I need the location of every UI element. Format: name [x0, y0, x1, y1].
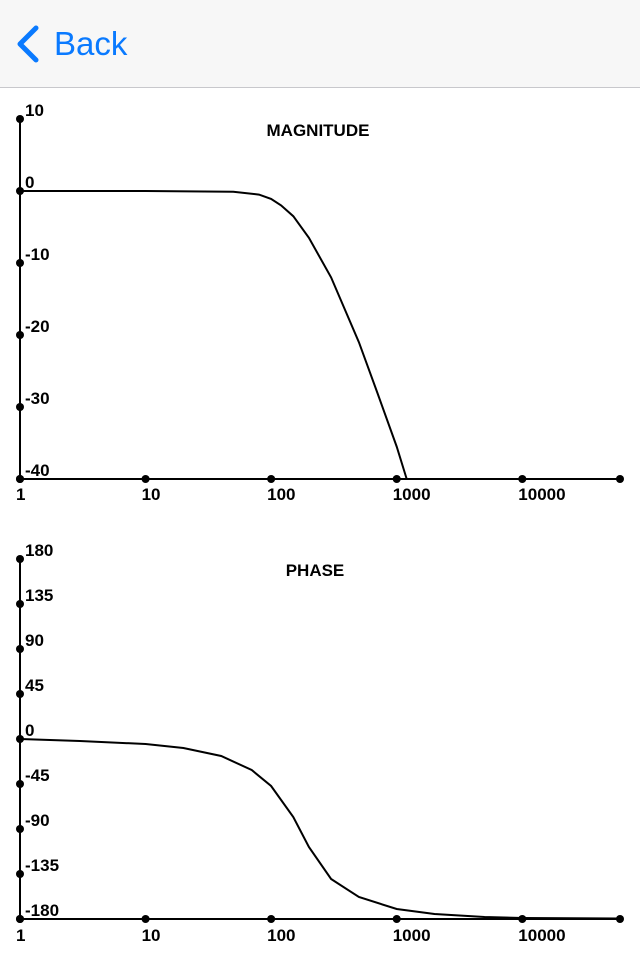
magnitude-x-tick-mark — [392, 475, 401, 483]
phase-curve — [19, 738, 621, 920]
phase-y-tick-label: -180 — [25, 901, 59, 920]
magnitude-y-tick-label: 10 — [25, 101, 44, 120]
magnitude-x-tick-mark — [267, 475, 276, 483]
phase-y-tick-label: 45 — [25, 676, 44, 695]
navigation-bar: Back — [0, 0, 640, 88]
back-label: Back — [54, 25, 128, 62]
magnitude-y-tick-label: -10 — [25, 245, 50, 264]
phase-y-tick-label: 180 — [25, 541, 53, 560]
magnitude-x-tick-label: 100 — [267, 485, 295, 504]
magnitude-y-tick-mark — [16, 259, 24, 267]
phase-y-tick-mark — [16, 690, 24, 698]
magnitude-x-tick-mark — [616, 475, 624, 483]
magnitude-x-tick-mark — [16, 475, 24, 483]
phase-x-tick-label: 1 — [16, 926, 25, 945]
phase-y-tick-mark — [16, 555, 24, 563]
phase-x-tick-label: 100 — [267, 926, 295, 945]
phase-x-tick-mark — [392, 915, 401, 923]
magnitude-y-tick-mark — [16, 331, 24, 339]
phase-x-tick-mark — [267, 915, 276, 923]
magnitude-title: MAGNITUDE — [267, 121, 370, 140]
phase-x-tick-label: 10 — [142, 926, 161, 945]
phase-x-tick-mark — [141, 915, 150, 923]
phase-x-tick-mark — [616, 915, 624, 923]
phase-y-tick-label: -90 — [25, 811, 50, 830]
phase-x-tick-label: 1000 — [393, 926, 431, 945]
magnitude-x-tick-label: 1 — [16, 485, 25, 504]
magnitude-y-tick-mark — [16, 115, 24, 123]
magnitude-y-tick-label: -40 — [25, 461, 50, 480]
chevron-left-icon — [17, 25, 39, 63]
magnitude-x-tick-label: 10000 — [518, 485, 565, 504]
phase-y-tick-mark — [16, 780, 24, 788]
phase-title: PHASE — [286, 561, 345, 580]
phase-y-tick-label: 0 — [25, 721, 34, 740]
phase-y-tick-label: 135 — [25, 586, 53, 605]
phase-x-tick-label: 10000 — [518, 926, 565, 945]
magnitude-x-tick-label: 1000 — [393, 485, 431, 504]
phase-x-tick-mark — [16, 915, 24, 923]
magnitude-x-tick-mark — [141, 475, 150, 483]
magnitude-curve — [20, 190, 408, 480]
phase-y-tick-mark — [16, 825, 24, 833]
magnitude-y-tick-label: -30 — [25, 389, 50, 408]
back-button[interactable]: Back — [12, 22, 127, 66]
phase-y-tick-mark — [16, 645, 24, 653]
magnitude-y-tick-label: -20 — [25, 317, 50, 336]
phase-y-tick-label: 90 — [25, 631, 44, 650]
phase-y-tick-label: -45 — [25, 766, 50, 785]
magnitude-x-tick-label: 10 — [142, 485, 161, 504]
magnitude-y-tick-label: 0 — [25, 173, 34, 192]
phase-y-tick-mark — [16, 870, 24, 878]
phase-y-tick-mark — [16, 600, 24, 608]
phase-y-tick-label: -135 — [25, 856, 59, 875]
magnitude-x-tick-mark — [518, 475, 527, 483]
magnitude-y-tick-mark — [16, 403, 24, 411]
